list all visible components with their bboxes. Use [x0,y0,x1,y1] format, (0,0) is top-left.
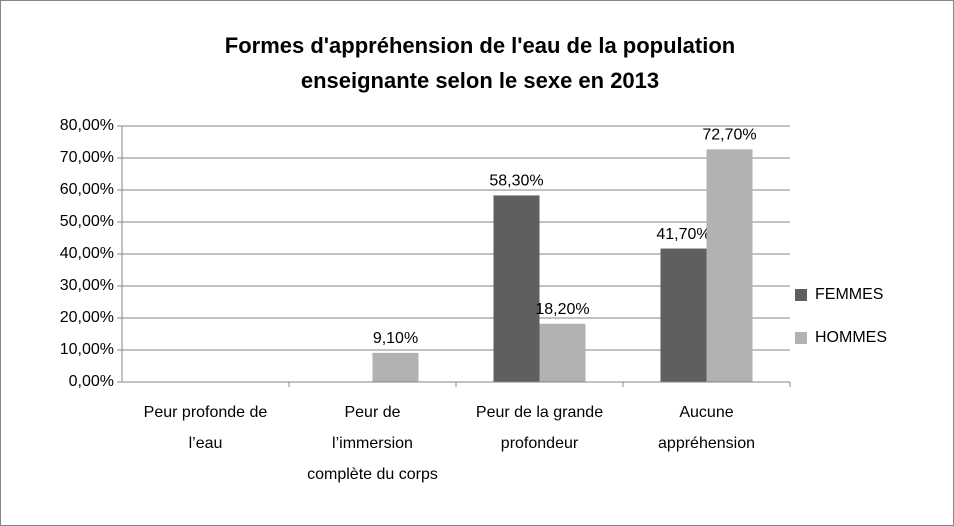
data-label: 41,70% [656,226,710,243]
y-tick-label: 10,00% [60,341,114,358]
legend-swatch [795,289,807,301]
data-label: 9,10% [373,330,418,347]
bar [493,195,540,382]
legend-label: HOMMES [815,329,887,346]
y-tick-label: 50,00% [60,213,114,230]
x-tick-label: Peur de la grande profondeur [476,404,603,452]
y-tick-label: 20,00% [60,309,114,326]
data-label: 58,30% [489,173,543,190]
y-tick-label: 40,00% [60,245,114,262]
x-tick-label: Aucune appréhension [658,404,755,452]
y-tick-label: 60,00% [60,181,114,198]
data-label: 72,70% [702,127,756,144]
y-tick-label: 30,00% [60,277,114,294]
chart-title: Formes d'appréhension de l'eau de la pop… [225,33,735,93]
y-tick-label: 70,00% [60,149,114,166]
bar [660,248,707,382]
x-tick-label: Peur profonde de l’eau [144,404,268,452]
legend-swatch [795,332,807,344]
y-tick-label: 80,00% [60,117,114,134]
legend-label: FEMMES [815,286,883,303]
x-tick-label: Peur de l’immersion complète du corps [307,404,438,483]
data-label: 18,20% [535,301,589,318]
bar [372,352,419,382]
y-tick-label: 0,00% [69,373,114,390]
bar [539,323,586,382]
bar [706,149,753,382]
